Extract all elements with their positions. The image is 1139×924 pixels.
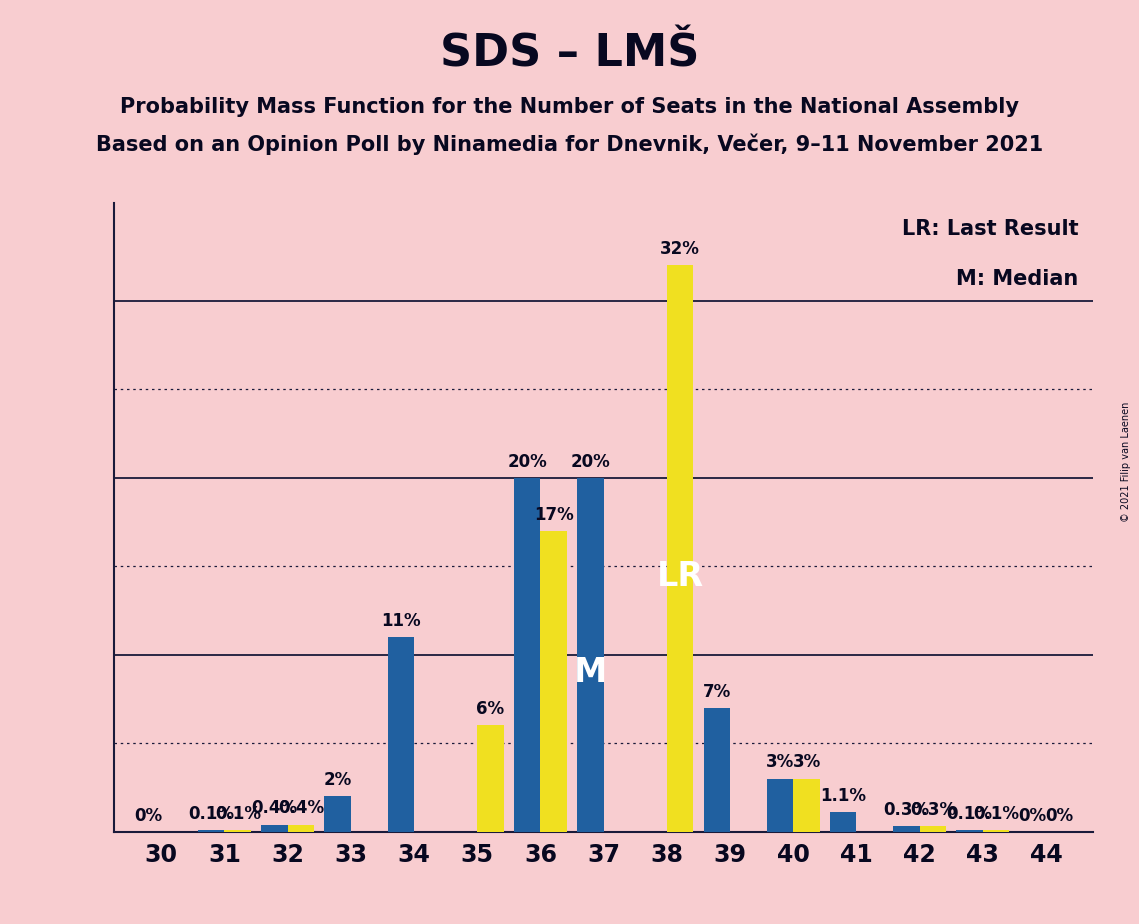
Text: 0.1%: 0.1% [188,805,235,822]
Text: 3%: 3% [793,753,821,772]
Text: 0.4%: 0.4% [252,799,297,818]
Bar [983,830,1009,832]
Text: Probability Mass Function for the Number of Seats in the National Assembly: Probability Mass Function for the Number… [120,97,1019,117]
Bar [224,830,251,832]
Bar [514,478,541,832]
Bar [666,265,694,832]
Bar [893,826,919,832]
Text: LR: LR [656,560,704,593]
Bar [830,812,857,832]
Text: 0%: 0% [134,807,162,824]
Text: 0.1%: 0.1% [947,805,992,822]
Text: 20%: 20% [507,453,547,470]
Bar [387,637,415,832]
Text: LR: Last Result: LR: Last Result [902,219,1079,239]
Text: 7%: 7% [703,683,731,700]
Bar [957,830,983,832]
Text: 2%: 2% [323,772,352,789]
Text: 11%: 11% [382,612,420,630]
Text: Based on an Opinion Poll by Ninamedia for Dnevnik, Večer, 9–11 November 2021: Based on an Opinion Poll by Ninamedia fo… [96,134,1043,155]
Bar [325,796,351,832]
Text: 0%: 0% [1018,807,1047,824]
Text: 0.4%: 0.4% [278,799,323,818]
Bar [198,830,224,832]
Bar [919,826,947,832]
Bar [477,725,503,832]
Bar [288,824,314,832]
Text: 20%: 20% [571,453,611,470]
Text: 0.1%: 0.1% [973,805,1019,822]
Text: 0.1%: 0.1% [215,805,261,822]
Text: SDS – LMŠ: SDS – LMŠ [440,32,699,76]
Text: M: M [574,656,607,688]
Text: 0%: 0% [1046,807,1073,824]
Text: M: Median: M: Median [957,269,1079,289]
Bar [767,779,793,832]
Text: 17%: 17% [534,505,574,524]
Text: © 2021 Filip van Laenen: © 2021 Filip van Laenen [1121,402,1131,522]
Text: 0.3%: 0.3% [910,801,956,820]
Bar [541,530,567,832]
Bar [704,708,730,832]
Bar [261,824,288,832]
Bar [793,779,820,832]
Text: 0.3%: 0.3% [884,801,929,820]
Text: 1.1%: 1.1% [820,787,866,805]
Bar [577,478,604,832]
Text: 6%: 6% [476,700,505,718]
Text: 32%: 32% [661,240,700,258]
Text: 3%: 3% [765,753,794,772]
